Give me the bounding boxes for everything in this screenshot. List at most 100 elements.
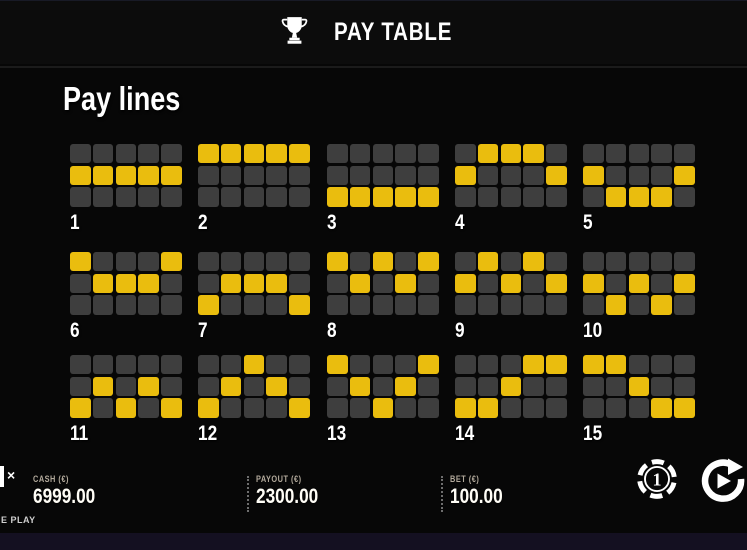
payline-cell	[115, 376, 137, 396]
payline-cell	[651, 144, 672, 164]
payline-cell-active	[523, 144, 544, 164]
payline-cell	[500, 295, 522, 315]
payline-cell-active	[349, 273, 371, 293]
payline-cell	[220, 252, 242, 272]
payline-cell-active	[266, 273, 287, 293]
payline-cell	[220, 295, 242, 315]
payline-cell-active	[243, 144, 265, 164]
payline-cell	[349, 165, 371, 185]
payline-cell	[583, 187, 604, 207]
payline-cell	[651, 252, 672, 272]
payline-cell	[523, 376, 544, 396]
payline-cell-active	[220, 273, 242, 293]
payline-number: 3	[327, 210, 337, 234]
payline-number: 15	[583, 421, 603, 445]
payline-11: 11	[70, 355, 184, 446]
payline-cell-active	[523, 252, 544, 272]
payline-cell	[651, 376, 672, 396]
payline-grid	[327, 355, 441, 418]
payline-cell-active	[289, 295, 310, 315]
payline-6: 6	[70, 252, 184, 343]
payline-cell	[418, 376, 439, 396]
payline-cell-active	[289, 398, 310, 418]
bet-chip-button[interactable]: 1	[636, 458, 678, 505]
payline-cell	[349, 295, 371, 315]
payline-cell-active	[546, 355, 567, 375]
payline-cell	[220, 187, 242, 207]
spin-button[interactable]	[700, 458, 746, 509]
payout-label: PAYOUT (€)	[256, 474, 302, 484]
payline-cell	[220, 355, 242, 375]
payline-cell	[651, 355, 672, 375]
payline-10: 10	[583, 252, 697, 343]
payline-number: 14	[455, 421, 475, 445]
cash-label: CASH (€)	[33, 474, 69, 484]
free-play-label-fragment: E PLAY	[1, 515, 36, 525]
payline-cell-active	[138, 376, 159, 396]
payline-cell	[70, 144, 91, 164]
payline-cell	[628, 144, 650, 164]
payline-cell-active	[651, 398, 672, 418]
payline-cell	[372, 295, 394, 315]
payline-cell	[243, 165, 265, 185]
payline-cell	[651, 273, 672, 293]
payline-number: 8	[327, 318, 337, 342]
payline-cell	[651, 165, 672, 185]
payline-cell	[628, 398, 650, 418]
payline-cell-active	[220, 144, 242, 164]
payline-cell-active	[651, 187, 672, 207]
payline-cell	[349, 398, 371, 418]
payline-cell	[198, 355, 219, 375]
payline-cell-active	[395, 187, 416, 207]
payline-cell	[327, 295, 348, 315]
payline-cell-active	[395, 273, 416, 293]
separator-dotted	[247, 476, 249, 512]
payline-cell	[161, 144, 182, 164]
payline-number: 13	[327, 421, 347, 445]
payline-cell-active	[372, 187, 394, 207]
payline-cell	[523, 273, 544, 293]
payline-cell-active	[70, 165, 91, 185]
cash-display: CASH (€) 6999.00	[33, 474, 109, 508]
payline-cell-active	[477, 144, 499, 164]
payline-grid	[198, 252, 312, 315]
payline-cell	[418, 398, 439, 418]
payline-cell	[546, 187, 567, 207]
payline-cell	[628, 295, 650, 315]
payline-15: 15	[583, 355, 697, 446]
payline-cell	[161, 273, 182, 293]
payline-cell	[628, 355, 650, 375]
payline-cell-active	[455, 273, 476, 293]
svg-text:1: 1	[652, 470, 661, 490]
payline-cell	[477, 376, 499, 396]
payline-cell	[161, 187, 182, 207]
payline-cell	[372, 144, 394, 164]
payline-cell-active	[70, 252, 91, 272]
payline-cell-active	[92, 165, 114, 185]
payline-cell	[674, 144, 695, 164]
payline-grid	[583, 144, 697, 207]
payline-cell-active	[628, 273, 650, 293]
payline-number: 4	[455, 210, 465, 234]
payline-cell	[500, 165, 522, 185]
payline-cell	[266, 187, 287, 207]
spin-arrow-icon	[701, 458, 745, 502]
payline-cell	[674, 295, 695, 315]
payout-display: PAYOUT (€) 2300.00	[256, 474, 332, 508]
payline-8: 8	[327, 252, 441, 343]
payline-grid	[70, 252, 184, 315]
payline-cell	[220, 165, 242, 185]
payline-cell	[327, 165, 348, 185]
payline-cell	[455, 252, 476, 272]
payline-cell	[349, 144, 371, 164]
payline-cell	[70, 295, 91, 315]
payline-cell	[372, 273, 394, 293]
payline-cell	[327, 398, 348, 418]
payline-cell-active	[455, 398, 476, 418]
payline-cell	[477, 355, 499, 375]
payline-cell	[605, 144, 627, 164]
payline-cell-active	[198, 398, 219, 418]
payline-cell-active	[198, 295, 219, 315]
payline-cell	[418, 295, 439, 315]
